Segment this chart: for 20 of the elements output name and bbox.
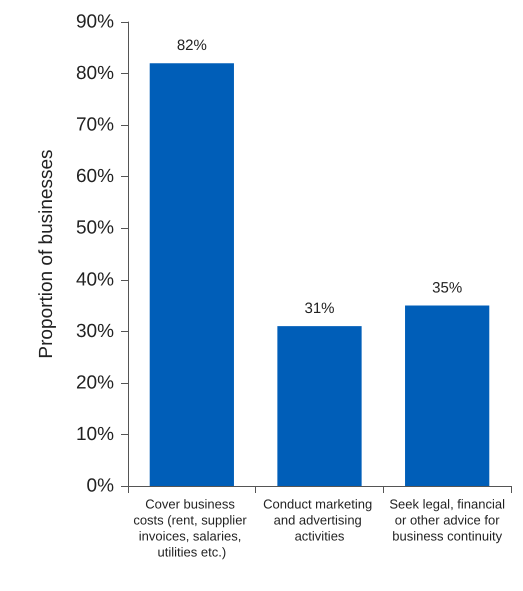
bar (405, 306, 490, 486)
data-label: 35% (432, 280, 462, 297)
bar (277, 326, 362, 486)
y-axis-title: Proportion of businesses (36, 149, 57, 359)
y-tick-label: 80% (76, 63, 114, 84)
data-label: 82% (176, 37, 207, 54)
x-tick-label: Cover business costs (rent, supplier invoices, salaries, utilities etc.) (133, 496, 250, 560)
y-tick-label: 70% (76, 114, 114, 136)
data-label: 31% (304, 300, 335, 318)
x-tick-label: Conduct marketing and advertising activities (263, 496, 376, 544)
y-tick-label: 20% (76, 372, 114, 394)
y-tick-label: 30% (76, 320, 114, 342)
y-tick-label: 90% (76, 12, 114, 32)
y-tick-label: 50% (76, 218, 114, 239)
y-tick-label: 0% (86, 476, 114, 496)
y-tick-label: 60% (76, 166, 114, 188)
y-tick-label: 10% (76, 424, 114, 445)
bar (150, 63, 234, 486)
x-tick-label: Seek legal, financial or other advice for business continuity (389, 496, 506, 544)
y-tick-label: 40% (76, 269, 114, 290)
